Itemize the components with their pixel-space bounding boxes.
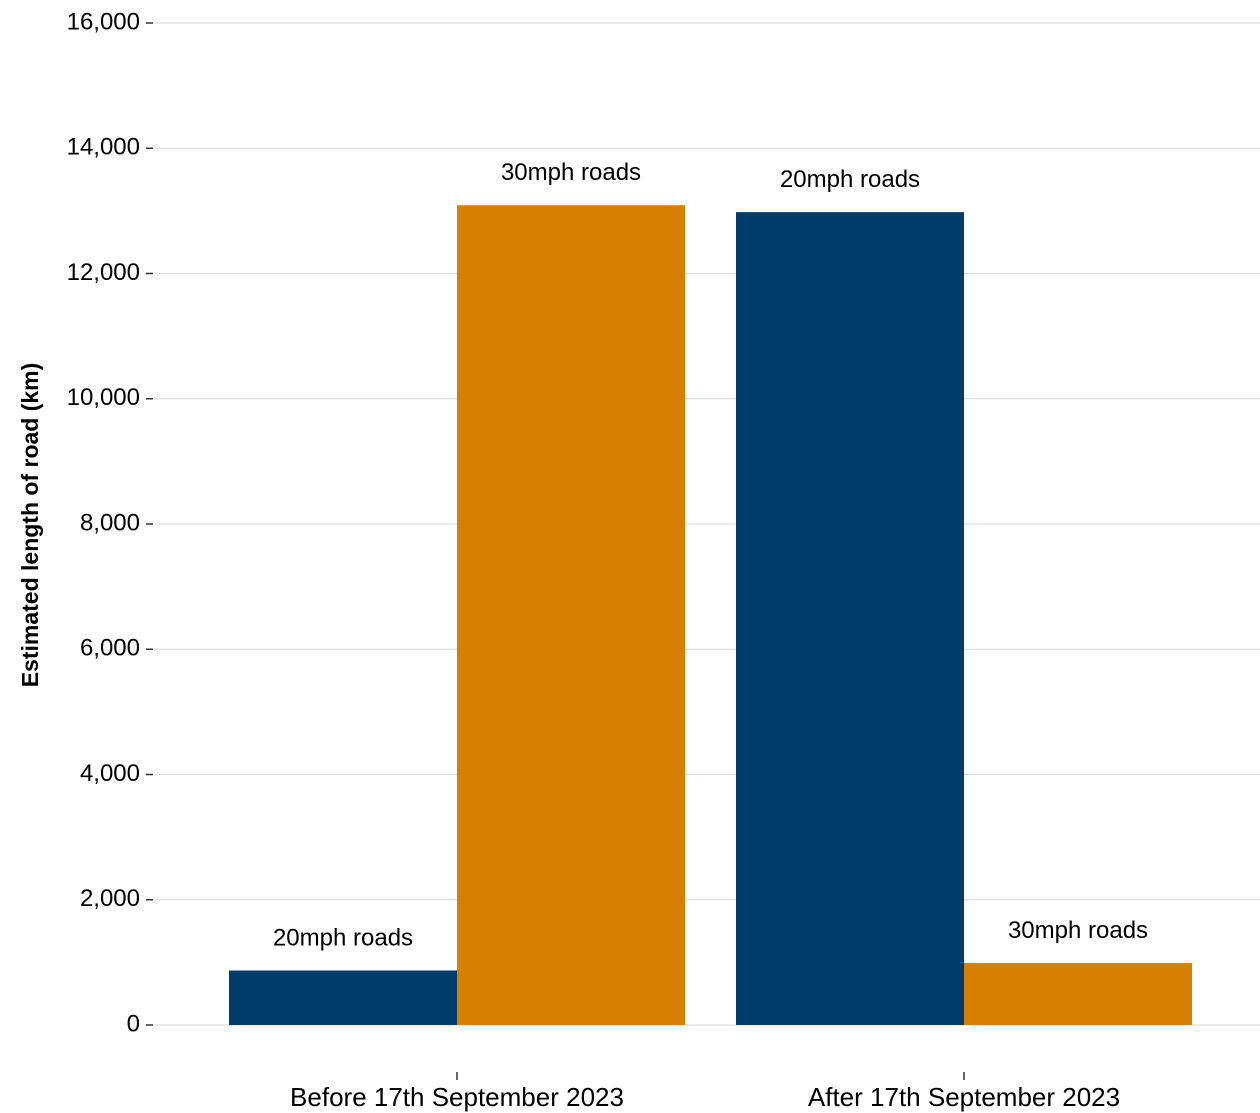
y-tick-label: 12,000 (67, 259, 140, 286)
y-axis: 0 2,000 4,000 6,000 8,000 10,000 12,000 14,000 1… (67, 8, 153, 1037)
y-tick-label: 8,000 (80, 509, 140, 536)
bar-data-label: 30mph roads (1008, 917, 1148, 944)
y-tick-label: 6,000 (80, 635, 140, 662)
bar-data-label: 30mph roads (501, 159, 641, 186)
y-tick-label: 4,000 (80, 760, 140, 787)
bar-30mph-after (964, 963, 1192, 1025)
y-tick-label: 10,000 (67, 384, 140, 411)
bar-data-label: 20mph roads (273, 925, 413, 952)
bar-data-label: 20mph roads (780, 166, 920, 193)
gridlines (155, 22, 1260, 1026)
y-axis-title: Estimated length of road (km) (17, 363, 43, 688)
y-tick-label: 16,000 (67, 8, 140, 35)
bars (229, 205, 1192, 1025)
bar-30mph-before (457, 205, 685, 1025)
bar-20mph-before (229, 970, 457, 1025)
y-tick-label: 14,000 (67, 134, 140, 161)
y-tick-label: 0 (127, 1010, 140, 1037)
data-labels: 20mph roads 30mph roads 20mph roads 30mph r… (273, 159, 1148, 951)
x-category-label: After 17th September 2023 (808, 1082, 1120, 1112)
y-tick-label: 2,000 (80, 885, 140, 912)
x-category-label: Before 17th September 2023 (290, 1082, 624, 1112)
x-axis: Before 17th September 2023 After 17th Sep… (290, 1072, 1120, 1112)
bar-20mph-after (736, 212, 964, 1025)
